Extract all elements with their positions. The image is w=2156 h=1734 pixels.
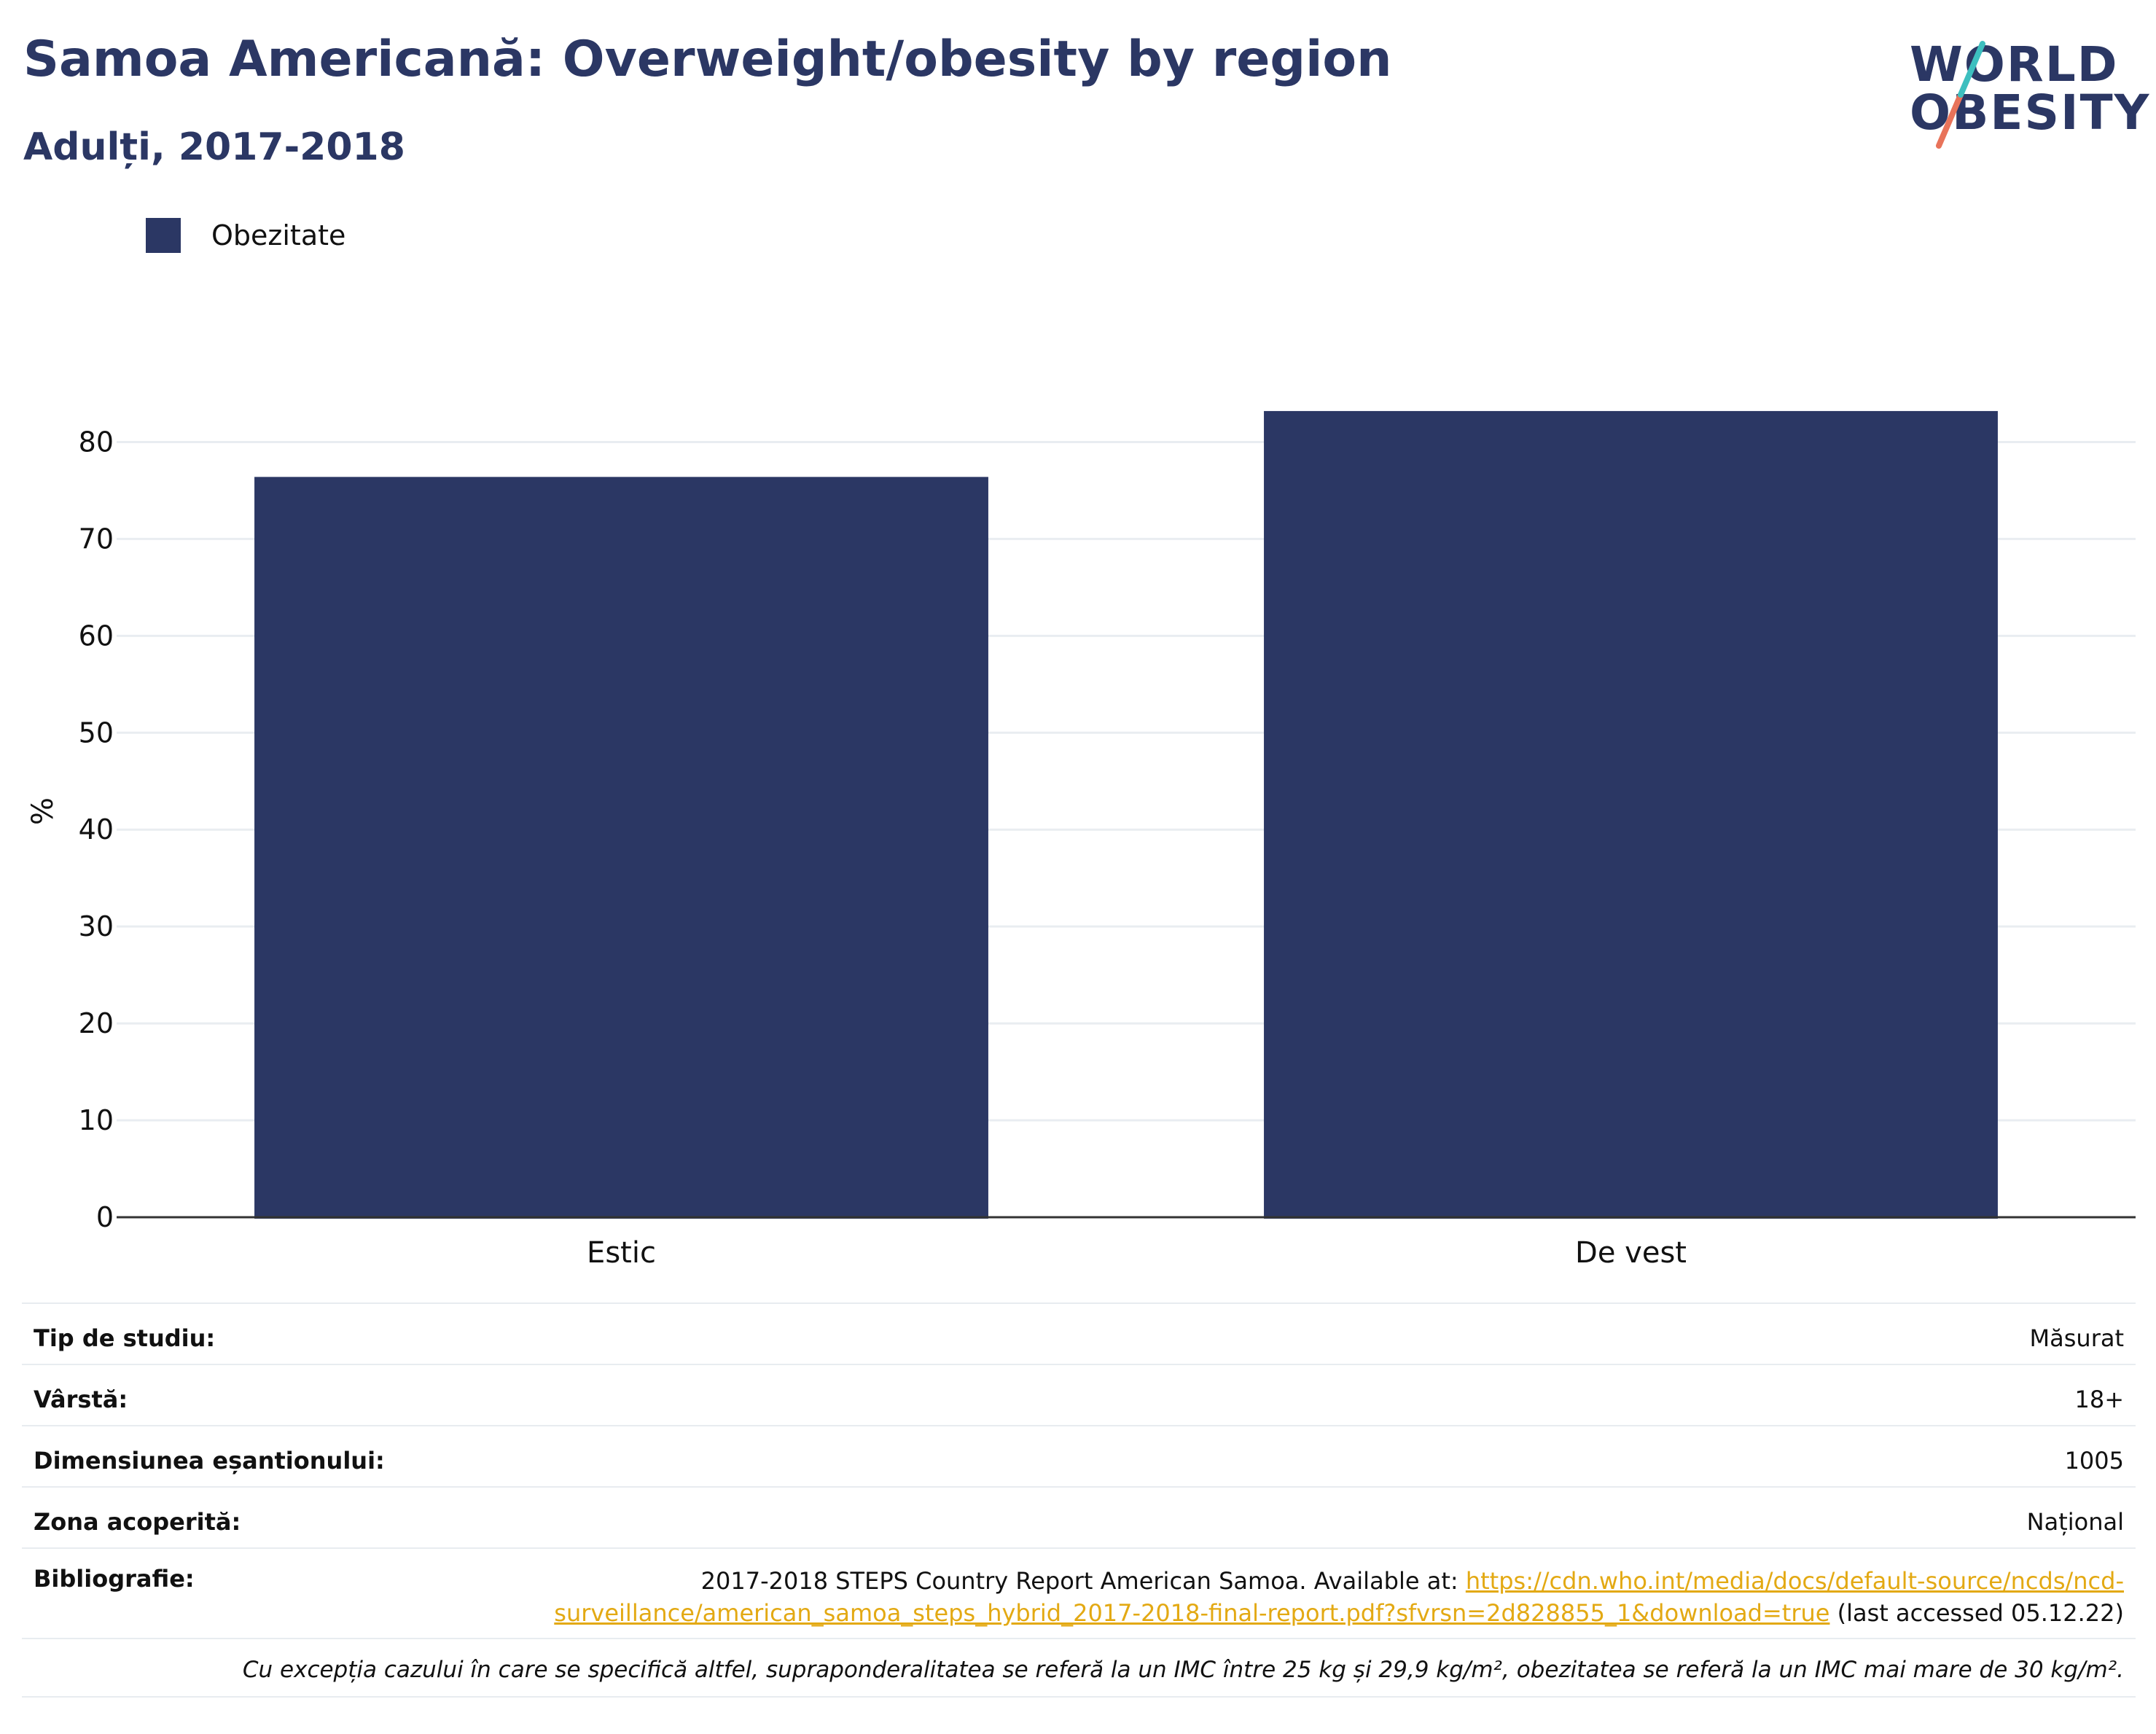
info-value: 1005 <box>2064 1447 2124 1475</box>
y-tick-label: 30 <box>79 910 114 942</box>
y-tick-label: 10 <box>79 1104 114 1136</box>
info-row-note: Cu excepția cazului în care se specifică… <box>22 1638 2136 1698</box>
y-tick-label: 80 <box>79 426 114 458</box>
bar-estic <box>254 477 988 1219</box>
info-row-age: Vârstă: 18+ <box>22 1364 2136 1425</box>
info-row-bibliography: Bibliografie: 2017-2018 STEPS Country Re… <box>22 1547 2136 1638</box>
bibliography-link[interactable]: https://cdn.who.int/media/docs/default-s… <box>554 1567 2124 1627</box>
legend-swatch-obezitate <box>146 218 181 253</box>
info-key: Dimensiunea eșantionului: <box>34 1447 385 1475</box>
info-table: Tip de studiu: Măsurat Vârstă: 18+ Dimen… <box>22 1303 2136 1698</box>
logo-line-1: WORLD <box>1910 36 2119 93</box>
info-key: Vârstă: <box>34 1386 128 1413</box>
info-value: Național <box>2026 1508 2124 1536</box>
x-tick-label: Estic <box>587 1236 656 1270</box>
chart-title: Samoa Americană: Overweight/obesity by r… <box>23 31 1392 88</box>
y-tick-label: 20 <box>79 1007 114 1039</box>
y-tick-label: 50 <box>79 716 114 749</box>
info-key: Tip de studiu: <box>34 1324 216 1352</box>
logo-line-2: OBESITY <box>1910 85 2151 141</box>
bibliography-text: 2017-2018 STEPS Country Report American … <box>448 1565 2124 1629</box>
bar-de-vest <box>1264 410 1998 1219</box>
definition-note: Cu excepția cazului în care se specifică… <box>242 1657 2124 1683</box>
world-obesity-logo: WORLD OBESITY <box>1902 22 2149 153</box>
bibliography-accessed: (last accessed 05.12.22) <box>1829 1599 2124 1627</box>
y-tick-label: 40 <box>79 813 114 845</box>
info-value: Măsurat <box>2029 1324 2124 1352</box>
info-row-study-type: Tip de studiu: Măsurat <box>22 1303 2136 1364</box>
logo-slash-icon <box>1936 41 1985 149</box>
legend: Obezitate <box>146 217 345 254</box>
info-key: Bibliografie: <box>34 1565 195 1593</box>
x-tick-label: De vest <box>1575 1236 1687 1270</box>
bibliography-source: 2017-2018 STEPS Country Report American … <box>700 1567 1466 1595</box>
info-row-sample-size: Dimensiunea eșantionului: 1005 <box>22 1425 2136 1486</box>
y-tick-label: 0 <box>96 1201 114 1233</box>
axes: 0 10 20 30 40 50 60 70 80% Estic De vest <box>26 426 2136 1270</box>
chart-subtitle: Adulți, 2017-2018 <box>23 125 405 169</box>
info-value: 18+ <box>2074 1386 2124 1413</box>
y-tick-label: 60 <box>79 620 114 652</box>
y-axis-label: % <box>26 797 60 825</box>
bars <box>254 410 1998 1219</box>
info-key: Zona acoperită: <box>34 1508 241 1536</box>
info-row-coverage: Zona acoperită: Național <box>22 1486 2136 1547</box>
bar-chart: 0 10 20 30 40 50 60 70 80% Estic De vest <box>26 410 2136 1270</box>
y-tick-label: 70 <box>79 523 114 555</box>
legend-label-obezitate: Obezitate <box>211 219 346 251</box>
